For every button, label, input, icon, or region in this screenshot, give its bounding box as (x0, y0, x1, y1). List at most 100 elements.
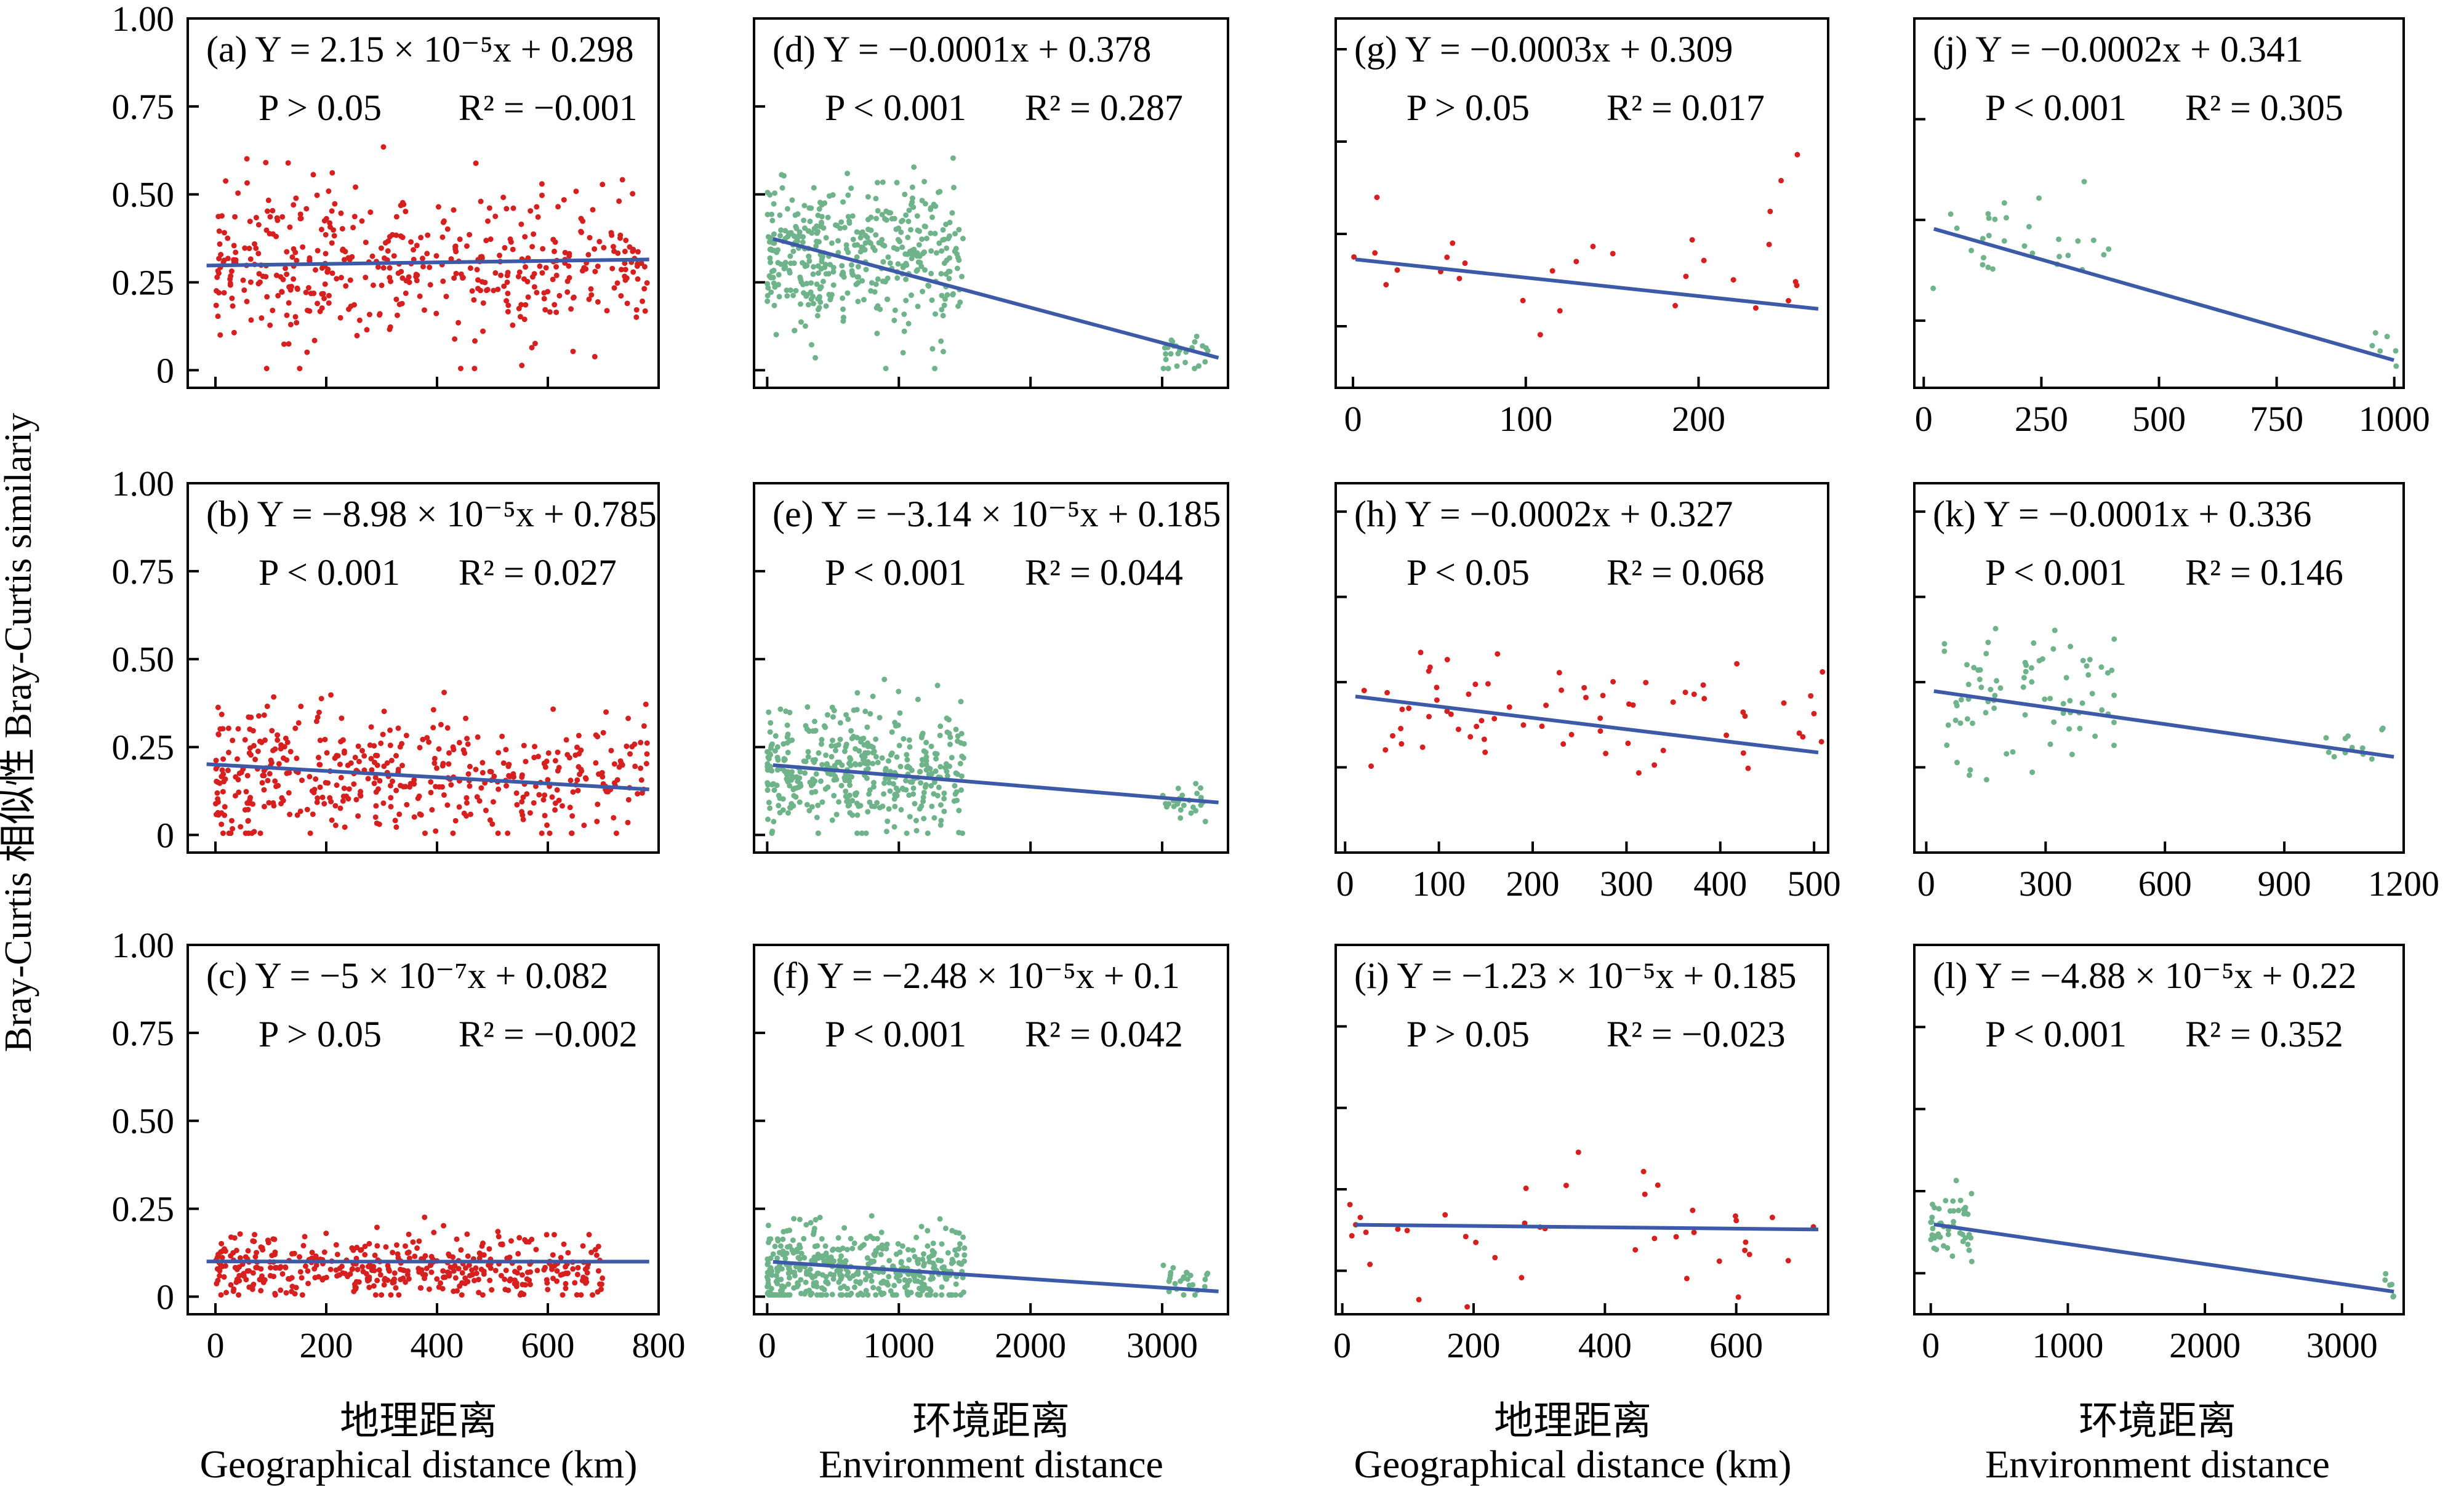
data-point (487, 1277, 493, 1283)
data-point (507, 1254, 513, 1260)
data-point (868, 288, 874, 294)
data-point (531, 271, 537, 277)
data-point (834, 1267, 840, 1274)
data-point (1539, 723, 1545, 729)
data-point (1683, 273, 1689, 279)
data-point (1968, 1258, 1975, 1264)
data-point (865, 1273, 871, 1279)
data-point (804, 726, 810, 733)
data-point (856, 274, 862, 280)
data-point (912, 800, 918, 806)
data-point (939, 1241, 945, 1247)
data-point (841, 225, 848, 231)
data-point (1691, 1229, 1697, 1235)
data-point (1597, 715, 1603, 721)
data-point (2010, 749, 2016, 755)
data-point (544, 1232, 550, 1238)
data-point (214, 790, 220, 796)
data-point (1954, 702, 1960, 709)
data-point (490, 799, 496, 805)
data-point (217, 780, 223, 786)
data-point (294, 257, 300, 263)
data-point (501, 283, 507, 289)
data-point (827, 1271, 833, 1277)
data-point (475, 1277, 481, 1283)
y-tick-label: 0 (156, 1277, 174, 1317)
data-point (595, 801, 601, 808)
data-point (2099, 707, 2105, 713)
data-point (815, 802, 821, 808)
data-point (568, 777, 574, 784)
x-tick-label: 2000 (2169, 1325, 2241, 1365)
data-point (553, 272, 560, 278)
data-point (781, 265, 787, 271)
y-tick-label: 1.00 (112, 464, 175, 504)
data-point (797, 274, 803, 280)
data-point (563, 1280, 569, 1287)
data-point (473, 160, 479, 166)
data-point (887, 788, 893, 794)
data-point (635, 790, 641, 797)
data-point (510, 205, 516, 211)
data-point (925, 1243, 931, 1249)
data-point (244, 156, 250, 162)
data-point (577, 771, 583, 777)
data-point (334, 276, 340, 282)
data-point (467, 231, 473, 238)
panel-e-frame (753, 482, 1229, 854)
data-point (955, 303, 961, 309)
data-point (596, 238, 603, 244)
data-point (926, 771, 932, 777)
data-point (1769, 1215, 1775, 1221)
data-point (908, 292, 914, 299)
data-point (932, 230, 938, 236)
data-point (2101, 252, 2107, 258)
data-point (611, 814, 617, 821)
data-point (467, 265, 473, 271)
data-point (1463, 1234, 1469, 1240)
data-point (859, 830, 865, 837)
data-point (876, 239, 882, 246)
data-point (502, 1276, 508, 1282)
data-point (387, 234, 393, 240)
panel-a-frame (187, 17, 660, 389)
data-point (958, 787, 965, 793)
data-point (297, 808, 303, 814)
data-point (798, 279, 805, 285)
data-point (434, 1276, 440, 1282)
data-point (448, 782, 454, 788)
data-point (924, 235, 930, 241)
data-point (525, 294, 531, 300)
data-point (1785, 1258, 1791, 1264)
panel-h-equation: (h) Y = −0.0002x + 0.327 (1354, 494, 1733, 534)
data-point (387, 324, 393, 330)
data-point (406, 1276, 412, 1282)
data-point (905, 321, 912, 327)
data-point (840, 318, 846, 324)
data-point (427, 1263, 433, 1269)
data-point (1523, 1185, 1529, 1191)
data-point (839, 271, 845, 278)
data-point (519, 772, 525, 778)
data-point (1175, 785, 1181, 792)
data-point (779, 1266, 785, 1272)
data-point (522, 234, 528, 240)
data-point (329, 170, 335, 176)
data-point (829, 1247, 835, 1253)
data-point (572, 1280, 578, 1286)
data-point (480, 300, 486, 306)
data-point (945, 1250, 951, 1256)
data-point (275, 732, 281, 738)
data-point (299, 1275, 305, 1281)
data-point (831, 777, 837, 783)
data-point (867, 787, 873, 793)
panel-d-r2: R² = 0.287 (1025, 87, 1183, 128)
data-point (1950, 1198, 1956, 1204)
x-tick-label: 0 (207, 1325, 225, 1365)
data-point (542, 307, 548, 313)
data-point (417, 293, 423, 299)
data-point (613, 830, 619, 837)
data-point (476, 1250, 483, 1256)
data-point (1689, 237, 1695, 243)
data-point (838, 219, 845, 225)
